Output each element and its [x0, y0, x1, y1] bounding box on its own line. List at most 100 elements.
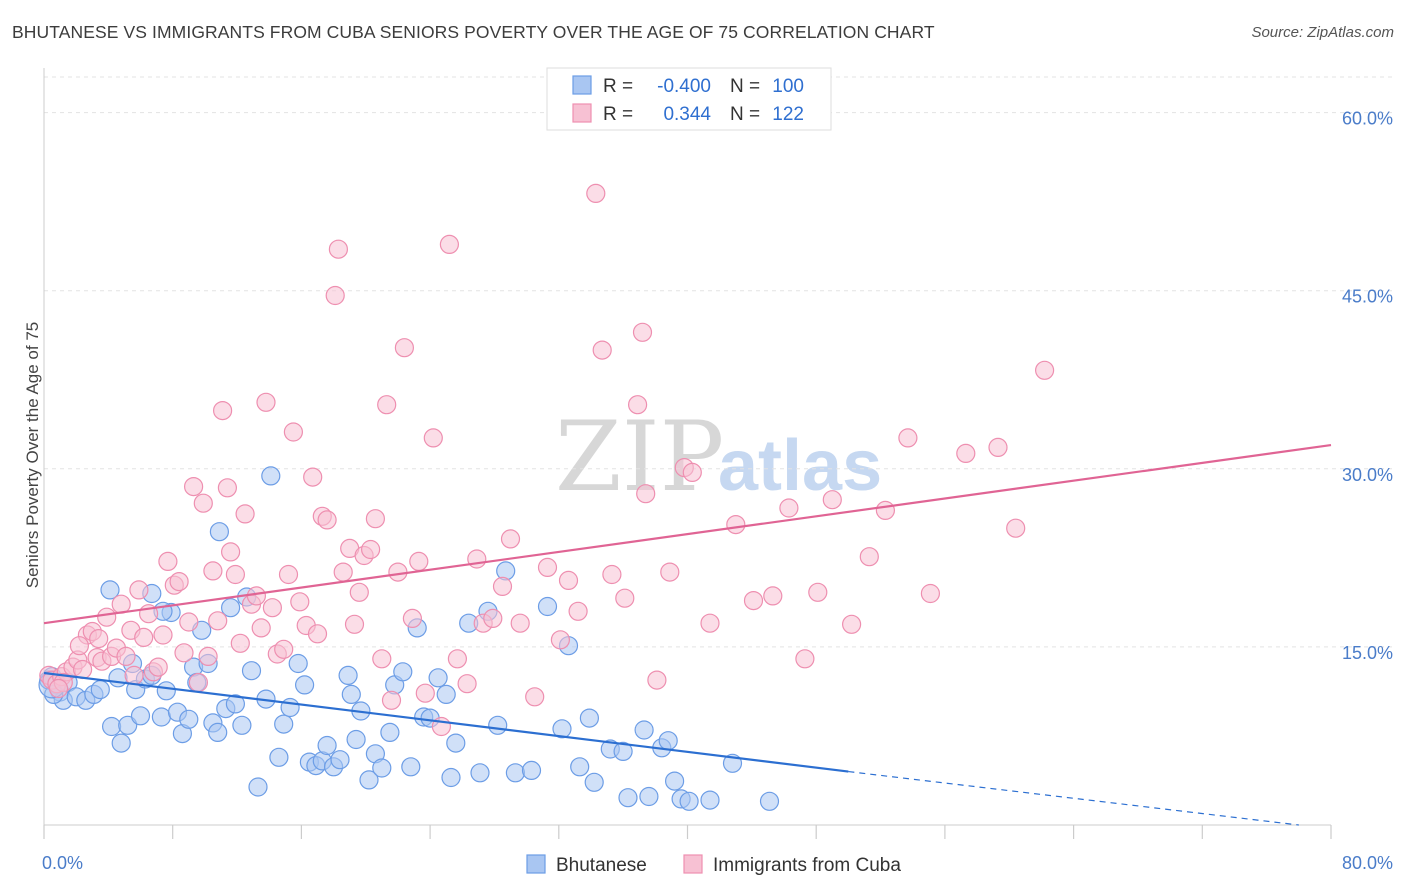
cuba-point: [550, 630, 571, 650]
bhutanese-point: [261, 466, 281, 486]
cuba-point: [262, 598, 282, 618]
cuba-point: [558, 570, 579, 591]
cuba-point: [169, 571, 189, 592]
cuba-point: [174, 643, 194, 663]
bhutanese-point: [151, 707, 171, 727]
bhutanese-point: [208, 722, 228, 743]
y-tick-label: 60.0%: [1342, 109, 1393, 129]
bhutanese-point: [505, 763, 526, 783]
bhutanese-point: [436, 684, 456, 705]
bhutanese-point: [470, 763, 490, 783]
cuba-point: [344, 614, 365, 634]
bhutanese-point: [101, 716, 122, 737]
bhutanese-point: [613, 741, 633, 762]
cuba-point: [394, 338, 414, 358]
bhutanese-point: [579, 708, 600, 728]
bottom-legend-label-cuba: Immigrants from Cuba: [713, 855, 901, 876]
cuba-point: [726, 514, 746, 535]
bhutanese-point: [759, 791, 780, 811]
source-label: Source: ZipAtlas.com: [1251, 24, 1394, 41]
cuba-point: [808, 582, 828, 602]
cuba-point: [439, 234, 459, 254]
cuba-point: [763, 586, 783, 606]
cuba-point: [525, 687, 545, 707]
cuba-point: [188, 672, 208, 693]
cuba-point: [230, 633, 250, 653]
cuba-point: [457, 674, 477, 694]
cuba-point: [920, 583, 941, 604]
cuba-point: [72, 659, 93, 680]
bhutanese-point: [346, 729, 366, 750]
cuba-point: [381, 690, 402, 710]
cuba-point: [246, 586, 266, 606]
y-tick-label: 30.0%: [1342, 465, 1393, 485]
legend-r-label-2: R =: [603, 104, 633, 125]
legend-r-label-1: R =: [603, 76, 633, 97]
bhutanese-point: [664, 771, 685, 791]
series-cuba-points: [39, 183, 1055, 737]
cuba-point: [1034, 360, 1055, 380]
bhutanese-point: [700, 790, 720, 810]
cuba-point: [328, 239, 348, 259]
cuba-point: [682, 462, 702, 482]
bhutanese-point: [225, 694, 245, 714]
bhutanese-point: [380, 722, 400, 743]
bhutanese-point: [248, 777, 268, 797]
cuba-point: [586, 183, 606, 203]
cuba-point: [500, 529, 521, 549]
cuba-point: [409, 551, 429, 572]
cuba-point: [467, 549, 487, 569]
cuba-point: [537, 557, 558, 578]
cuba-point: [278, 564, 299, 585]
bhutanese-point: [618, 788, 638, 808]
axes: [43, 68, 1332, 839]
cuba-point: [208, 611, 228, 631]
bottom-legend-swatch-bhutanese: [526, 854, 546, 874]
bhutanese-point: [679, 791, 699, 811]
watermark-atlas: atlas: [718, 426, 882, 506]
bhutanese-point: [179, 709, 199, 729]
bhutanese-point: [241, 661, 262, 681]
bhutanese-point: [108, 668, 128, 688]
cuba-point: [283, 422, 303, 442]
cuba-point: [198, 646, 218, 667]
bhutanese-point: [428, 668, 448, 688]
cuba-point: [875, 500, 896, 520]
bhutanese-point: [338, 665, 358, 686]
cuba-point: [184, 477, 204, 497]
cuba-point: [841, 614, 862, 634]
bhutanese-point: [288, 653, 308, 674]
cuba-point: [743, 590, 764, 611]
bhutanese-point: [90, 679, 110, 700]
bhutanese-point: [639, 786, 659, 807]
cuba-point: [97, 607, 117, 627]
bhutanese-point: [232, 715, 252, 735]
cuba-point: [423, 428, 443, 448]
bhutanese-point: [317, 735, 337, 756]
cuba-point: [988, 437, 1008, 457]
cuba-point: [660, 562, 680, 582]
bhutanese-point: [269, 747, 289, 767]
cuba-point: [333, 562, 353, 582]
bhutanese-point: [274, 714, 294, 734]
series-bhutanese-points: [38, 466, 780, 811]
bottom-legend-swatch-cuba: [683, 854, 703, 874]
cuba-point: [1006, 518, 1026, 538]
cuba-point: [779, 498, 799, 518]
cuba-point: [153, 625, 173, 645]
x-tick-label: 80.0%: [1342, 853, 1393, 873]
bhutanese-point: [130, 706, 151, 726]
cuba-point: [898, 428, 918, 448]
legend-swatch-cuba: [572, 103, 592, 123]
cuba-point: [859, 547, 879, 567]
cuba-point: [700, 613, 720, 633]
cuba-point: [956, 443, 976, 463]
cuba-point: [274, 639, 294, 659]
trend-lines: [43, 443, 1332, 826]
bhutanese-point: [393, 662, 413, 682]
cuba-point: [615, 588, 635, 608]
bhutanese-point: [441, 767, 461, 788]
bhutanese-point: [221, 598, 241, 618]
bhutanese-point: [552, 719, 572, 739]
